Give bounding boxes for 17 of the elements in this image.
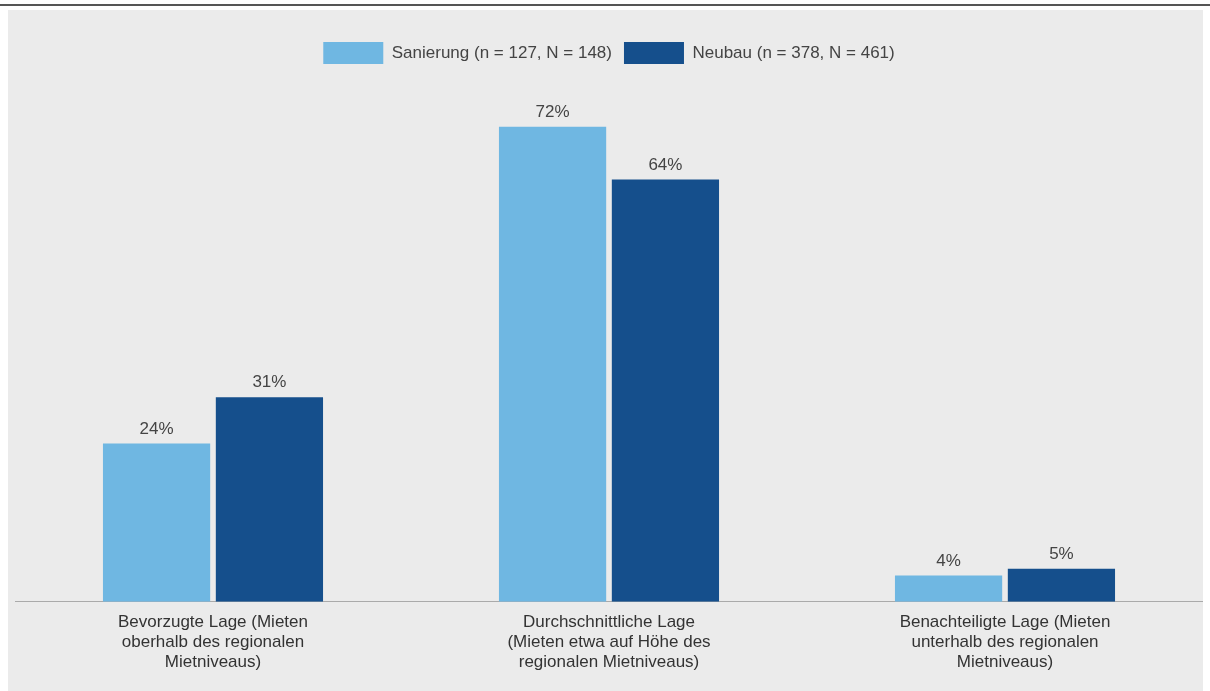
bar: [894, 575, 1003, 602]
x-tick-label: Bevorzugte Lage (Mieten oberhalb des regionalen Mietniveaus): [118, 611, 308, 672]
bar: [1007, 568, 1116, 602]
legend-label: Neubau (n = 378, N = 461): [692, 42, 895, 62]
data-label: 64%: [648, 154, 683, 174]
bar: [102, 443, 211, 602]
x-tick-label: Durchschnittliche Lage (Mieten etwa auf Höhe des regionalen Mietniveaus): [507, 611, 711, 672]
x-tick-label: Benachteiligte Lage (Mieten unterhalb des regionalen Mietniveaus): [899, 611, 1111, 672]
data-label: 72%: [535, 101, 570, 121]
bar: [215, 397, 324, 602]
data-label: 4%: [936, 550, 961, 570]
legend-label: Sanierung (n = 127, N = 148): [391, 42, 612, 62]
data-label: 24%: [139, 418, 174, 438]
data-label: 31%: [252, 372, 287, 392]
bar: [498, 126, 607, 602]
data-label: 5%: [1049, 544, 1074, 563]
bar: [611, 179, 720, 602]
